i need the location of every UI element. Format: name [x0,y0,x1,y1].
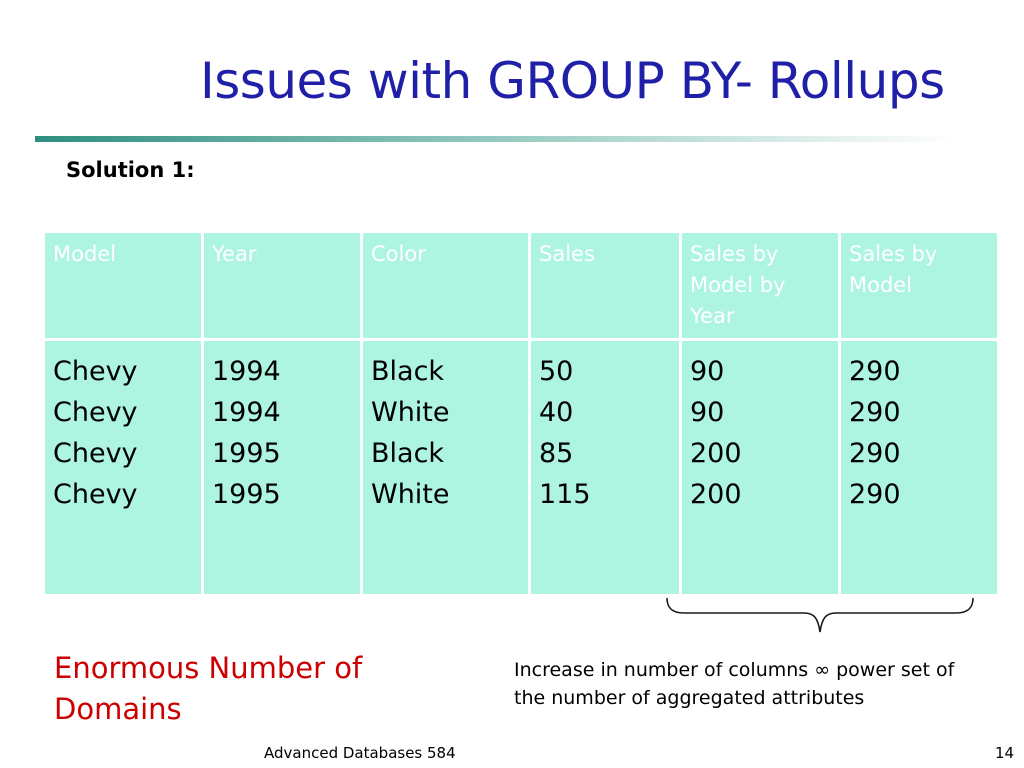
table-cell: 90 [690,397,725,428]
table-cell: 115 [539,479,591,510]
table-cell: 290 [849,397,901,428]
footer-page-number: 14 [995,744,1015,762]
column-sales-by-model-values: 290 290 290 290 [838,338,1000,597]
table-cell: Chevy [53,397,138,428]
table-row: Chevy Chevy Chevy Chevy 1994 1994 1995 1… [42,338,1000,597]
table-cell: Black [371,438,445,469]
table-cell: Black [371,356,445,387]
table-cell: 290 [849,438,901,469]
column-color-values: Black White Black White [360,338,531,597]
table-cell: 1995 [212,479,281,510]
column-sales-by-model-by-year-values: 90 90 200 200 [679,338,841,597]
header-color: Color [360,230,531,341]
solution-label: Solution 1: [66,158,195,182]
curly-brace-icon [666,597,974,633]
header-year: Year [201,230,363,341]
title-divider [35,136,956,142]
table-cell: White [371,479,450,510]
header-model: Model [42,230,204,341]
footer-course: Advanced Databases 584 [264,744,456,762]
column-sales-values: 50 40 85 115 [528,338,682,597]
slide-title: Issues with GROUP BY- Rollups [200,52,945,110]
table-cell: 1994 [212,356,281,387]
table-cell: 85 [539,438,574,469]
header-sales: Sales [528,230,682,341]
table-cell: 1994 [212,397,281,428]
table-cell: 200 [690,479,742,510]
table-cell: Chevy [53,438,138,469]
rollup-table: Model Year Color Sales Sales by Model by… [42,230,1000,597]
table-cell: 200 [690,438,742,469]
column-model-values: Chevy Chevy Chevy Chevy [42,338,204,597]
table-cell: 50 [539,356,574,387]
table-cell: 1995 [212,438,281,469]
table-cell: Chevy [53,356,138,387]
table-cell: Chevy [53,479,138,510]
table-cell: 290 [849,479,901,510]
table-cell: White [371,397,450,428]
table-header-row: Model Year Color Sales Sales by Model by… [42,230,1000,341]
table-cell: 290 [849,356,901,387]
header-sales-by-model: Sales by Model [838,230,1000,341]
table-cell: 90 [690,356,725,387]
column-year-values: 1994 1994 1995 1995 [201,338,363,597]
table-cell: 40 [539,397,574,428]
header-sales-by-model-by-year: Sales by Model by Year [679,230,841,341]
enormous-domains-note: Enormous Number of Domains [54,651,363,726]
column-growth-note: Increase in number of columns ∞ power se… [514,659,955,709]
